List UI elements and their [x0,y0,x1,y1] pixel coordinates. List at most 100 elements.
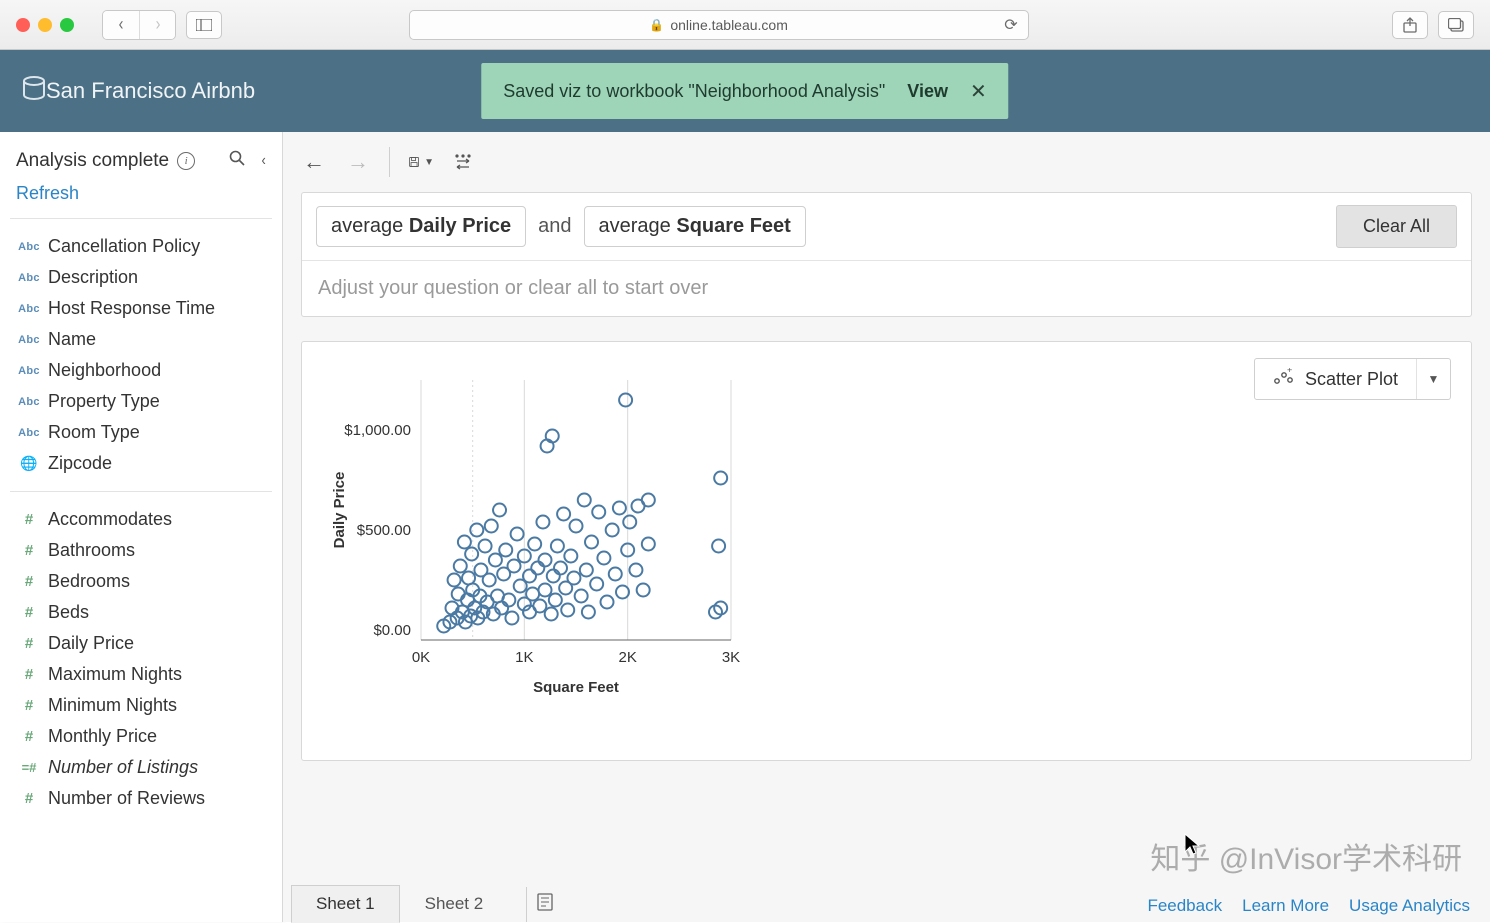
field-label: Accommodates [48,509,172,530]
datasource-icon [22,75,46,108]
browser-back-button[interactable]: ‹ [103,11,139,39]
field-label: Description [48,267,138,288]
undo-button[interactable]: ← [301,149,327,175]
field-row[interactable]: 🌐Zipcode [8,448,274,479]
maximize-window-icon[interactable] [60,18,74,32]
field-row[interactable]: AbcHost Response Time [8,293,274,324]
measure-list: #Accommodates#Bathrooms#Bedrooms#Beds#Da… [0,492,282,826]
svg-text:Square Feet: Square Feet [533,679,619,696]
chart-panel: + Scatter Plot ▼ $0.00$500.00$1,000.000K… [301,341,1472,761]
field-label: Property Type [48,391,160,412]
content-pane: ← → ▼ average Daily Price and average Sq… [283,132,1490,922]
sheet-tab[interactable]: Sheet 2 [400,885,509,923]
svg-text:+: + [1287,368,1292,375]
field-label: Neighborhood [48,360,161,381]
save-toast: Saved viz to workbook "Neighborhood Anal… [481,63,1008,119]
field-row[interactable]: #Bathrooms [8,535,274,566]
field-label: Beds [48,602,89,623]
redo-button[interactable]: → [345,149,371,175]
field-row[interactable]: #Monthly Price [8,721,274,752]
field-label: Name [48,329,96,350]
minimize-window-icon[interactable] [38,18,52,32]
toast-message: Saved viz to workbook "Neighborhood Anal… [503,81,885,102]
field-label: Room Type [48,422,140,443]
watermark: 知乎 @InVisor学术科研 [1150,834,1462,878]
field-row[interactable]: #Accommodates [8,504,274,535]
toast-close-icon[interactable]: ✕ [970,79,987,104]
field-label: Host Response Time [48,298,215,319]
refresh-link[interactable]: Refresh [0,183,282,218]
query-pill[interactable]: average Daily Price [316,206,526,247]
field-row[interactable]: #Beds [8,597,274,628]
swap-axes-button[interactable] [452,149,478,175]
field-label: Cancellation Policy [48,236,200,257]
scatter-chart: $0.00$500.00$1,000.000K1K2K3KSquare Feet… [326,360,746,700]
svg-text:3K: 3K [722,649,740,666]
new-sheet-button[interactable] [526,887,563,922]
svg-text:Daily Price: Daily Price [331,472,348,549]
cursor-icon [1183,832,1201,862]
field-row[interactable]: #Maximum Nights [8,659,274,690]
svg-text:1K: 1K [515,649,533,666]
url-text: online.tableau.com [670,17,788,33]
field-row[interactable]: AbcNeighborhood [8,355,274,386]
chevron-down-icon[interactable]: ▼ [1416,359,1450,399]
collapse-sidebar-icon[interactable]: ‹ [257,148,270,174]
share-button[interactable] [1392,11,1428,39]
dimension-list: AbcCancellation PolicyAbcDescriptionAbcH… [0,219,282,491]
field-row[interactable]: AbcProperty Type [8,386,274,417]
field-row[interactable]: AbcCancellation Policy [8,231,274,262]
field-row[interactable]: #Bedrooms [8,566,274,597]
tabs-button[interactable] [1438,11,1474,39]
footer-link-feedback[interactable]: Feedback [1147,896,1222,916]
info-icon[interactable]: i [177,152,195,170]
viz-type-label: Scatter Plot [1305,369,1398,390]
footer-link-learn-more[interactable]: Learn More [1242,896,1329,916]
field-row[interactable]: =#Number of Listings [8,752,274,783]
sheet-tabs: Sheet 1Sheet 2 Feedback Learn More Usage… [283,882,1490,922]
svg-text:$500.00: $500.00 [357,522,411,539]
footer-links: Feedback Learn More Usage Analytics [1135,890,1482,922]
browser-sidebar-toggle[interactable] [186,11,222,39]
field-label: Number of Reviews [48,788,205,809]
app-header: San Francisco Airbnb Saved viz to workbo… [0,50,1490,132]
lock-icon: 🔒 [649,18,664,32]
clear-all-button[interactable]: Clear All [1336,205,1457,248]
sheet-tab[interactable]: Sheet 1 [291,885,400,923]
nav-back-forward: ‹ › [102,10,176,40]
field-label: Number of Listings [48,757,198,778]
viz-type-picker[interactable]: + Scatter Plot ▼ [1254,358,1451,400]
workbook-title: San Francisco Airbnb [46,78,255,104]
close-window-icon[interactable] [16,18,30,32]
field-row[interactable]: AbcDescription [8,262,274,293]
field-label: Maximum Nights [48,664,182,685]
browser-chrome: ‹ › 🔒 online.tableau.com ⟳ [0,0,1490,50]
field-row[interactable]: #Daily Price [8,628,274,659]
search-fields-icon[interactable] [225,146,249,175]
browser-url-bar[interactable]: 🔒 online.tableau.com ⟳ [409,10,1029,40]
query-area: average Daily Price and average Square F… [301,192,1472,317]
footer-link-usage[interactable]: Usage Analytics [1349,896,1470,916]
field-label: Zipcode [48,453,112,474]
query-conjunction: and [538,215,571,238]
toast-view-link[interactable]: View [907,81,948,102]
field-row[interactable]: AbcName [8,324,274,355]
query-hint[interactable]: Adjust your question or clear all to sta… [302,261,1471,316]
save-viz-button[interactable]: ▼ [408,149,434,175]
fields-sidebar: Analysis complete i ‹ Refresh AbcCancell… [0,132,283,922]
window-controls [16,18,74,32]
scatter-icon: + [1273,368,1295,391]
analysis-status: Analysis complete [16,150,169,172]
svg-text:2K: 2K [618,649,636,666]
field-label: Monthly Price [48,726,157,747]
reload-icon[interactable]: ⟳ [1004,15,1017,35]
content-toolbar: ← → ▼ [283,132,1490,192]
field-row[interactable]: #Number of Reviews [8,783,274,814]
field-row[interactable]: #Minimum Nights [8,690,274,721]
browser-forward-button[interactable]: › [139,11,175,39]
field-row[interactable]: AbcRoom Type [8,417,274,448]
field-label: Bathrooms [48,540,135,561]
query-pill[interactable]: average Square Feet [584,206,806,247]
svg-text:$0.00: $0.00 [373,622,411,639]
field-label: Daily Price [48,633,134,654]
